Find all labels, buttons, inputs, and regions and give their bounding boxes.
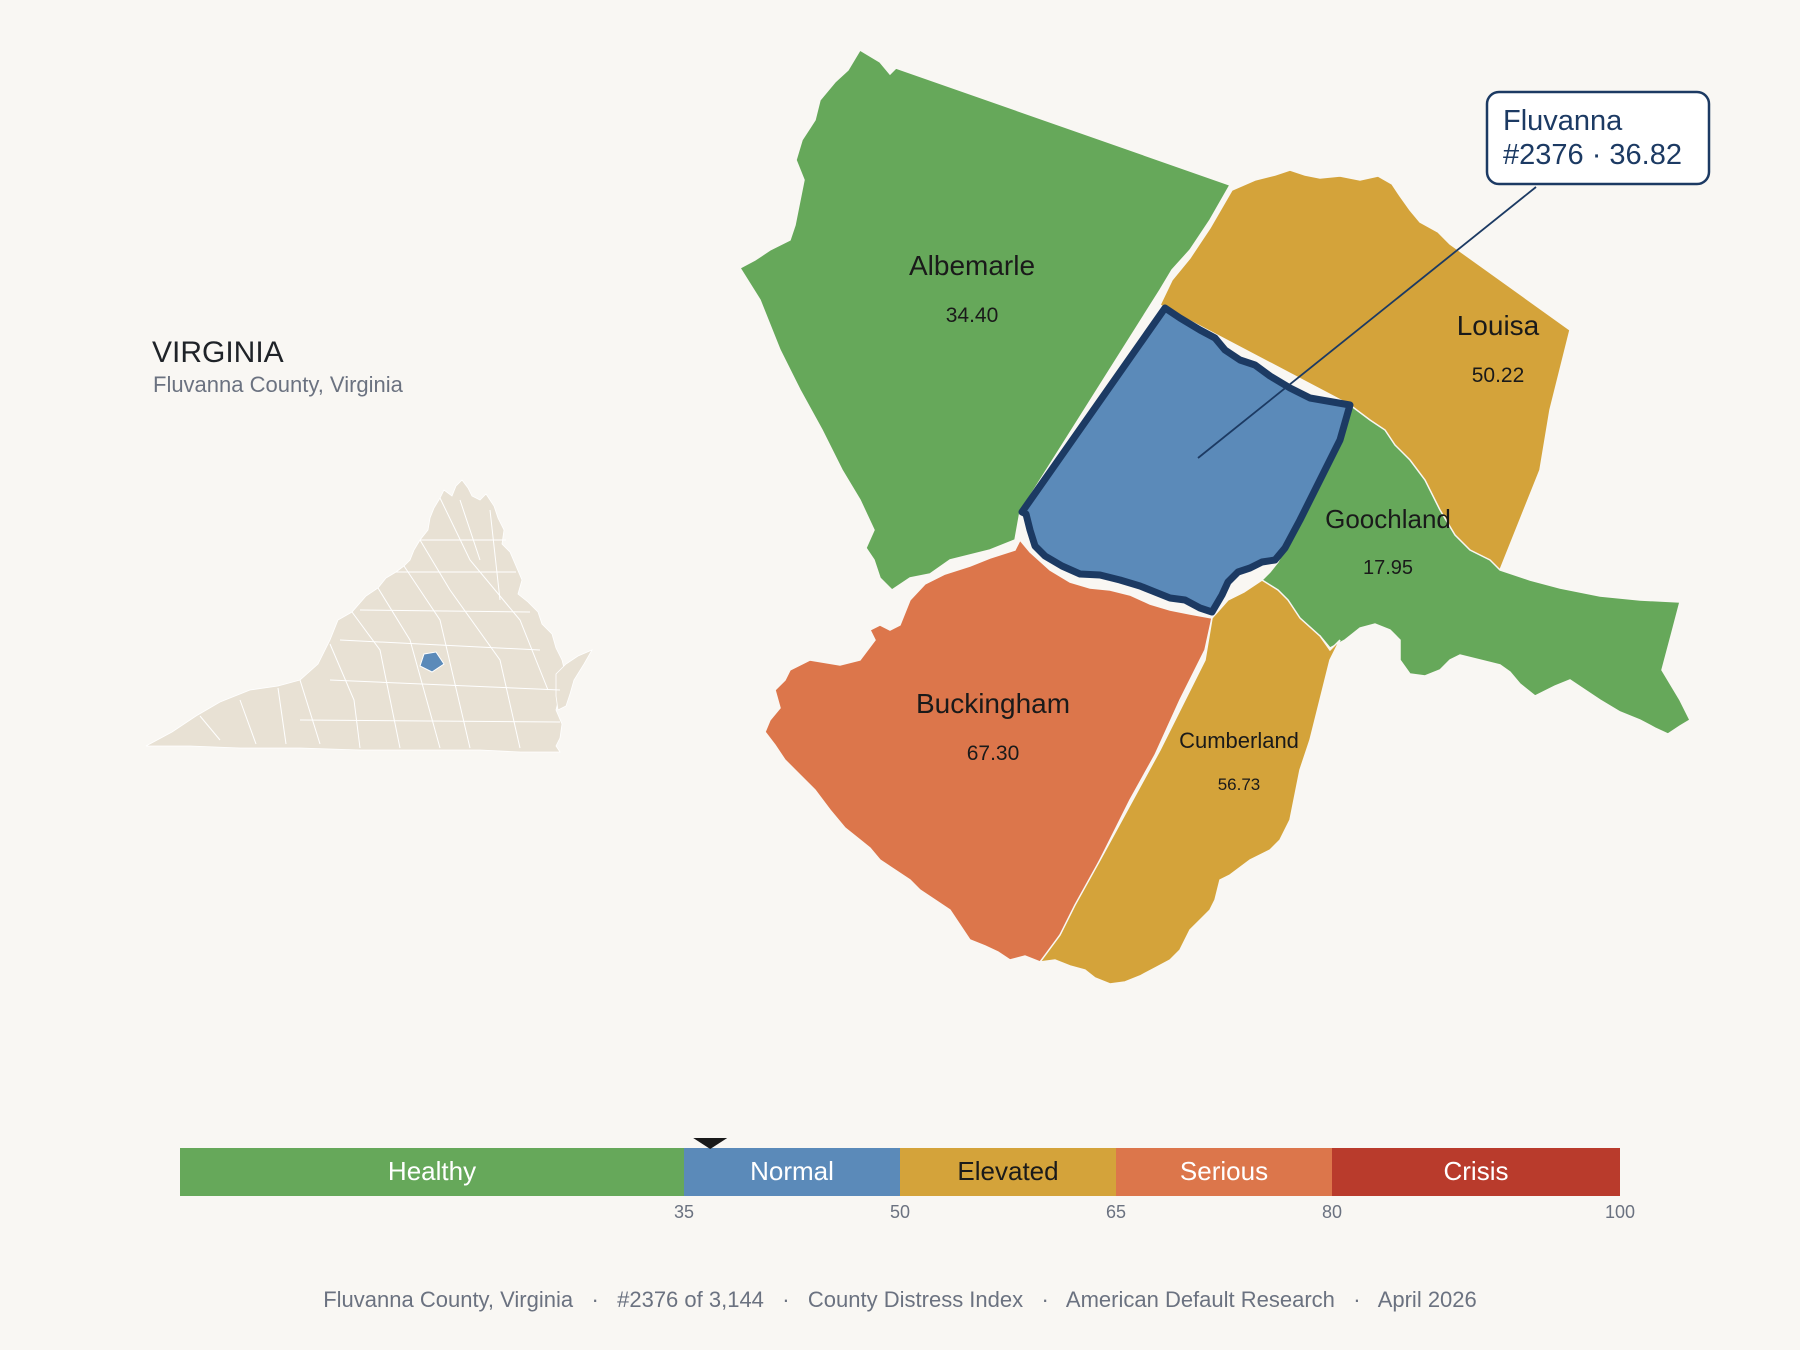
county-map: Albemarle 34.40 Louisa 50.22 Goochland 1… xyxy=(738,48,1711,985)
legend-band-label: Serious xyxy=(1180,1156,1268,1186)
virginia-state-shape xyxy=(145,479,567,753)
callout-rank-score: #2376 · 36.82 xyxy=(1503,139,1682,171)
eastern-shore-shape xyxy=(555,649,593,711)
legend-tick-label: 100 xyxy=(1605,1202,1635,1222)
state-title: VIRGINIA xyxy=(152,336,284,369)
legend-tick-label: 65 xyxy=(1106,1202,1126,1222)
score-marker-icon xyxy=(693,1138,728,1149)
legend-tick-label: 80 xyxy=(1322,1202,1342,1222)
cumberland-score: 56.73 xyxy=(1218,775,1261,794)
legend-tick-label: 35 xyxy=(674,1202,694,1222)
legend-tick-label: 50 xyxy=(890,1202,910,1222)
legend-band-healthy xyxy=(180,1148,684,1196)
buckingham-score: 67.30 xyxy=(967,742,1020,765)
state-subtitle: Fluvanna County, Virginia xyxy=(153,372,404,397)
legend-band-label: Elevated xyxy=(957,1156,1058,1186)
footer-caption: Fluvanna County, Virginia · #2376 of 3,1… xyxy=(323,1287,1477,1312)
legend-band-elevated xyxy=(900,1148,1116,1196)
cumberland-county-shape[interactable] xyxy=(1038,579,1341,985)
albemarle-county-shape[interactable] xyxy=(738,48,1232,591)
cumberland-label: Cumberland xyxy=(1179,728,1299,753)
buckingham-label: Buckingham xyxy=(916,688,1070,719)
callout-county-name: Fluvanna xyxy=(1503,105,1623,137)
louisa-score: 50.22 xyxy=(1472,364,1525,387)
inset-fluvanna-highlight xyxy=(419,651,445,673)
louisa-label: Louisa xyxy=(1457,310,1540,341)
goochland-label: Goochland xyxy=(1325,504,1451,534)
legend-band-normal xyxy=(684,1148,900,1196)
inset-county-lines xyxy=(199,497,561,749)
fluvanna-county-shape[interactable] xyxy=(1018,304,1354,616)
albemarle-label: Albemarle xyxy=(909,250,1035,281)
fluvanna-callout-box xyxy=(1485,90,1711,186)
legend-band-crisis xyxy=(1332,1148,1620,1196)
buckingham-county-shape[interactable] xyxy=(764,538,1213,963)
distress-scale-legend: Healthy Normal Elevated Serious Crisis 35 50 65… xyxy=(180,1138,1635,1222)
callout-leader-line xyxy=(1197,186,1537,459)
albemarle-score: 34.40 xyxy=(946,304,999,327)
goochland-score: 17.95 xyxy=(1363,557,1413,579)
legend-band-label: Crisis xyxy=(1444,1156,1509,1186)
legend-band-label: Normal xyxy=(750,1156,834,1186)
legend-band-serious xyxy=(1116,1148,1332,1196)
virginia-inset-map xyxy=(145,479,593,753)
legend-band-label: Healthy xyxy=(388,1156,476,1186)
